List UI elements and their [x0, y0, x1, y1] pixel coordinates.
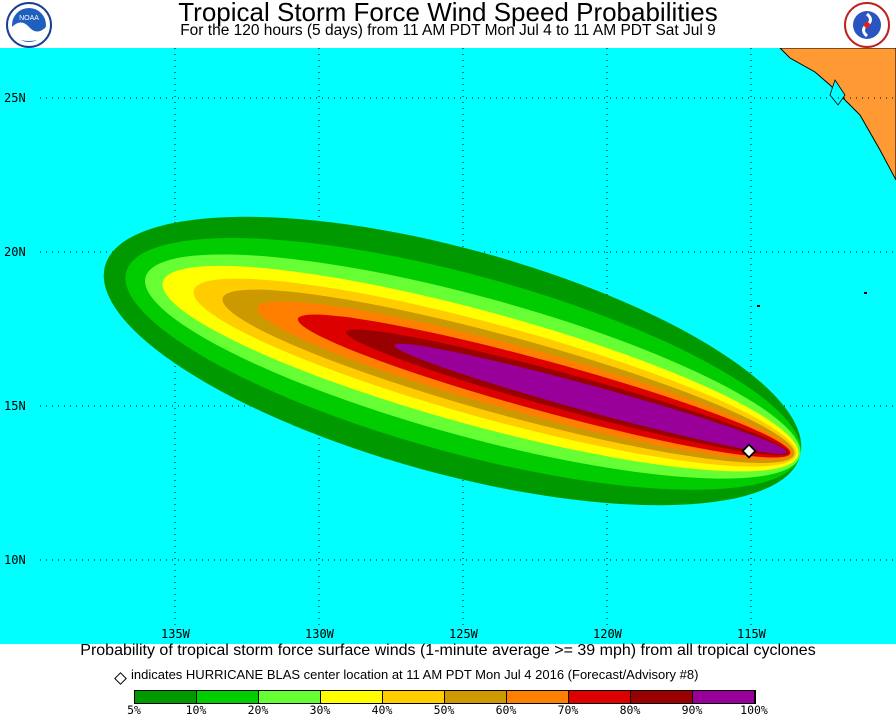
colorbar-tick-label: 80% [619, 703, 641, 717]
colorbar-tickmark [692, 690, 693, 704]
legend-note: indicates HURRICANE BLAS center location… [131, 667, 699, 682]
colorbar-tick-label: 40% [371, 703, 393, 717]
probability-contours [103, 216, 802, 506]
lat-label: 20N [4, 245, 26, 259]
lon-label: 125W [449, 627, 479, 641]
colorbar-tick-label: 30% [309, 703, 331, 717]
lat-lon-grid [40, 48, 896, 630]
colorbar-swatch [445, 691, 507, 703]
storm-center-key-icon [114, 672, 127, 685]
lon-label: 120W [593, 627, 623, 641]
page-subtitle: For the 120 hours (5 days) from 11 AM PD… [180, 22, 716, 39]
colorbar-tickmark [134, 690, 135, 704]
probability-map: 25N 20N 15N 10N 135W 130W 125W 120W 115W [0, 48, 896, 644]
colorbar-tick-label: 5% [127, 703, 141, 717]
colorbar-tickmark [630, 690, 631, 704]
colorbar-tickmark [320, 690, 321, 704]
colorbar-tickmark [444, 690, 445, 704]
colorbar-tick-label: 70% [557, 703, 579, 717]
map-caption: Probability of tropical storm force surf… [80, 642, 816, 659]
lon-label: 130W [305, 627, 335, 641]
colorbar-tickmark [568, 690, 569, 704]
colorbar-tickmark [196, 690, 197, 704]
colorbar-tickmark [754, 690, 755, 704]
colorbar-tickmark [506, 690, 507, 704]
colorbar-tickmark [382, 690, 383, 704]
probability-contour-band [394, 343, 787, 454]
lat-label: 10N [4, 553, 26, 567]
svg-text:NOAA: NOAA [19, 15, 39, 22]
baja-california-land [757, 48, 896, 307]
colorbar-tick-label: 50% [433, 703, 455, 717]
colorbar-swatch [135, 691, 197, 703]
lon-label: 135W [161, 627, 191, 641]
nws-logo-icon [844, 2, 890, 48]
colorbar-swatch [197, 691, 259, 703]
colorbar-swatch [631, 691, 693, 703]
colorbar-tick-label: 90% [681, 703, 703, 717]
colorbar-tick-label: 100% [740, 703, 768, 717]
colorbar-swatch [259, 691, 321, 703]
colorbar-swatch [507, 691, 569, 703]
noaa-logo-icon: NOAA [6, 2, 52, 48]
colorbar-swatch [693, 691, 755, 703]
lon-label: 115W [737, 627, 767, 641]
lat-label: 25N [4, 91, 26, 105]
colorbar-tick-label: 60% [495, 703, 517, 717]
colorbar-swatch [321, 691, 383, 703]
colorbar-tickmark [258, 690, 259, 704]
page-title: Tropical Storm Force Wind Speed Probabil… [178, 0, 718, 27]
probability-colorbar [134, 690, 756, 704]
storm-center-marker [741, 443, 757, 459]
colorbar-tick-label: 10% [185, 703, 207, 717]
header: NOAA Tropical Storm Force Wind Speed Pro… [0, 0, 896, 48]
colorbar-tick-label: 20% [247, 703, 269, 717]
lat-label: 15N [4, 399, 26, 413]
colorbar-swatch [569, 691, 631, 703]
colorbar-swatch [383, 691, 445, 703]
axis-labels: 25N 20N 15N 10N 135W 130W 125W 120W 115W [4, 91, 767, 641]
